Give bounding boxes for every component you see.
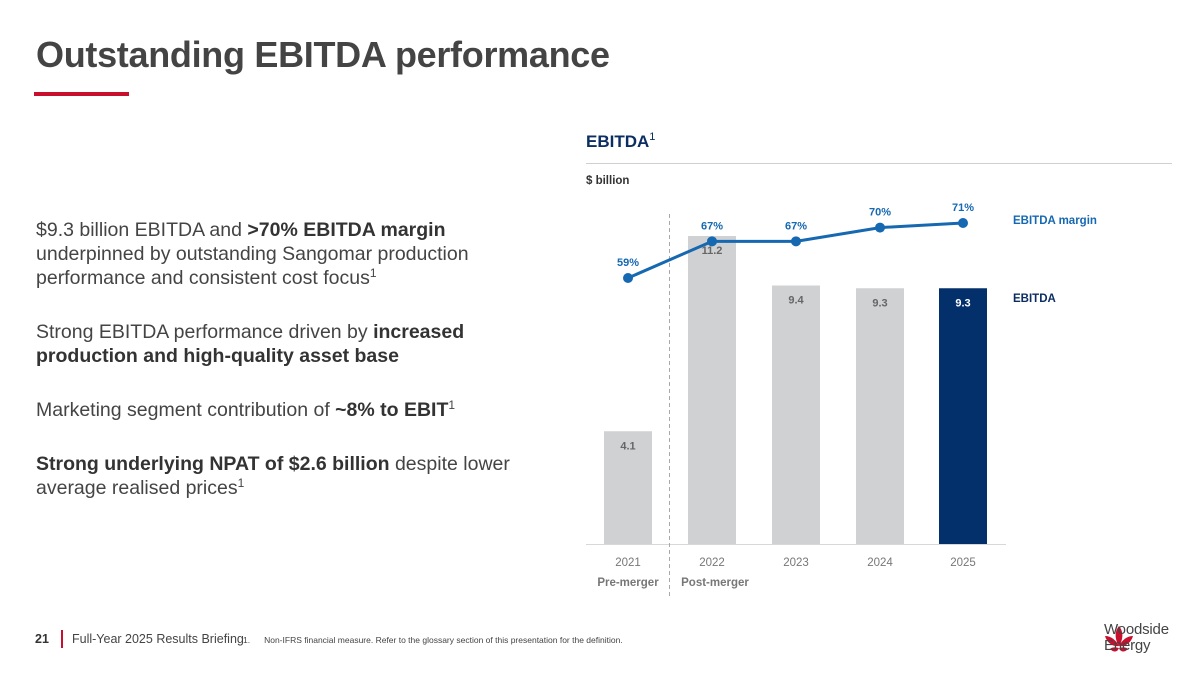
bar-2025 xyxy=(939,288,987,544)
woodside-logo-icon xyxy=(1105,626,1133,652)
bullet-point: Strong underlying NPAT of $2.6 billion d… xyxy=(36,453,510,499)
key-points: $9.3 billion EBITDA and >70% EBITDA marg… xyxy=(36,218,546,530)
footer-divider xyxy=(61,630,63,648)
chart-title-rule xyxy=(586,163,1172,164)
x-tick-label: 2025 xyxy=(950,557,976,569)
margin-label: 70% xyxy=(869,207,891,219)
bar-label: 4.1 xyxy=(620,440,635,452)
chart-title: EBITDA1 xyxy=(586,131,656,152)
logo-wordmark: Woodside Energy xyxy=(1104,621,1169,654)
bar-label: 9.3 xyxy=(955,297,970,309)
margin-label: 59% xyxy=(617,257,639,269)
bar-2023 xyxy=(772,285,820,544)
legend-ebitda: EBITDA xyxy=(1013,293,1056,305)
margin-point xyxy=(623,273,633,283)
bullet-point: $9.3 billion EBITDA and >70% EBITDA marg… xyxy=(36,219,469,289)
bar-label: 9.4 xyxy=(788,295,804,307)
x-tick-label: 2023 xyxy=(783,557,809,569)
footer-title: Full-Year 2025 Results Briefing xyxy=(72,632,244,646)
bar-label: 11.2 xyxy=(702,245,723,257)
x-tick-label: 2021 xyxy=(615,557,641,569)
margin-label: 67% xyxy=(701,220,723,232)
chart-unit-label: $ billion xyxy=(586,175,630,187)
legend-ebitda-margin: EBITDA margin xyxy=(1013,215,1097,227)
bullet-point: Strong EBITDA performance driven by incr… xyxy=(36,321,465,367)
title-underline xyxy=(34,92,129,96)
page-title: Outstanding EBITDA performance xyxy=(36,34,610,75)
footnote: 1. Non-IFRS financial measure. Refer to t… xyxy=(243,635,623,645)
bar-2022 xyxy=(688,236,736,544)
margin-point xyxy=(958,218,968,228)
margin-label: 71% xyxy=(952,202,974,214)
x-tick-label: 2022 xyxy=(699,557,725,569)
bar-label: 9.3 xyxy=(872,297,887,309)
margin-label: 67% xyxy=(785,220,807,232)
margin-point xyxy=(875,222,885,233)
x-tick-label: 2024 xyxy=(867,557,893,569)
page-number: 21 xyxy=(35,632,49,646)
margin-point xyxy=(791,236,801,247)
bullet-point: Marketing segment contribution of ~8% to… xyxy=(36,398,456,421)
pre-merger-label: Pre-merger xyxy=(597,577,659,589)
bar-2024 xyxy=(856,288,904,544)
margin-point xyxy=(707,236,717,247)
post-merger-label: Post-merger xyxy=(681,577,749,589)
bar-2021 xyxy=(604,431,652,544)
